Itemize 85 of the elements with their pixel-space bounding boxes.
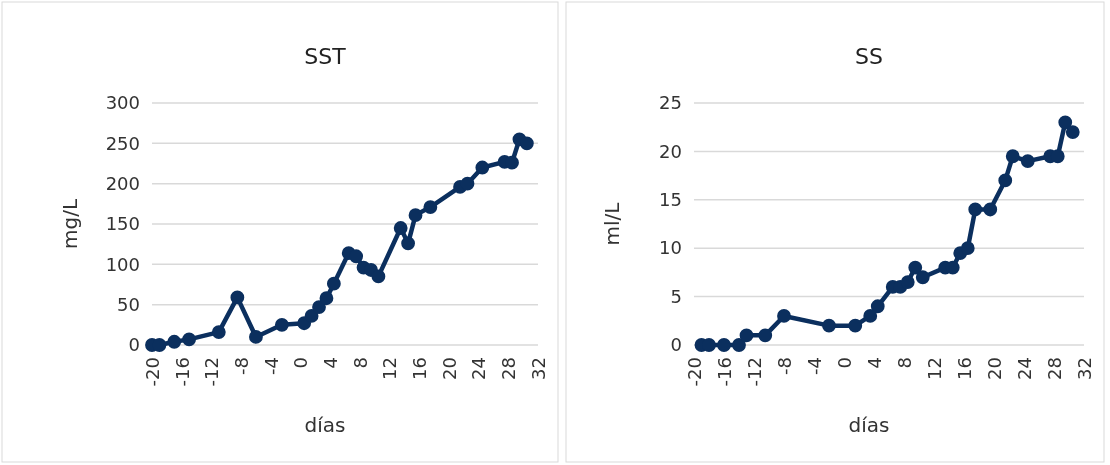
y-tick-label: 5 [670, 285, 682, 307]
x-axis-title: días [848, 413, 890, 437]
point [900, 275, 915, 289]
x-tick-label: 20 [983, 357, 1005, 380]
point [312, 300, 326, 314]
point [167, 334, 182, 349]
point [319, 291, 334, 306]
point [274, 317, 289, 332]
point [908, 260, 923, 275]
x-tick-label: -16 [713, 357, 735, 387]
y-axis-title: mg/L [58, 198, 82, 250]
point [758, 328, 773, 343]
point [739, 328, 754, 343]
point [211, 325, 226, 339]
x-tick-label: 0 [833, 357, 855, 369]
point [408, 208, 423, 223]
point [349, 249, 364, 264]
x-tick-label: 28 [498, 357, 520, 380]
x-tick-label: 4 [319, 357, 341, 369]
x-tick-label: 8 [349, 357, 371, 369]
point [960, 241, 975, 256]
point [1065, 125, 1080, 139]
point [326, 276, 341, 291]
point [505, 155, 519, 170]
y-axis-title: ml/L [600, 201, 624, 246]
y-tick-label: 10 [659, 237, 682, 259]
x-tick-label: 12 [379, 357, 401, 380]
point [870, 299, 885, 314]
y-tick-label: 15 [659, 189, 682, 211]
x-tick-label: 16 [409, 357, 431, 380]
y-tick-label: 250 [105, 132, 140, 154]
y-tick-label: 150 [105, 213, 140, 235]
y-tick-label: 50 [117, 293, 140, 315]
point [460, 176, 475, 191]
y-tick-label: 200 [105, 172, 140, 194]
x-tick-label: 12 [923, 357, 945, 380]
chart-title: SS [855, 44, 883, 69]
point [732, 338, 746, 352]
x-tick-label: -8 [773, 357, 795, 375]
x-tick-label: -12 [743, 357, 765, 387]
y-tick-label: 25 [659, 92, 682, 114]
x-tick-label: 4 [863, 357, 885, 369]
x-tick-label: -12 [201, 357, 223, 387]
point [519, 136, 534, 151]
x-tick-label: 32 [527, 357, 549, 380]
x-tick-label: 8 [893, 357, 915, 369]
x-tick-label: 24 [1013, 357, 1035, 380]
x-tick-label: -20 [683, 357, 705, 387]
x-tick-label: -20 [141, 357, 163, 387]
x-tick-label: -4 [803, 357, 825, 375]
point [777, 309, 791, 323]
point [983, 202, 998, 217]
point [1020, 154, 1035, 168]
y-tick-label: 100 [105, 253, 140, 275]
x-tick-label: -8 [230, 357, 252, 375]
point [393, 221, 408, 235]
point [475, 160, 490, 175]
y-tick-label: 300 [105, 92, 140, 114]
x-tick-label: 32 [1073, 357, 1095, 380]
point [401, 236, 416, 251]
point [915, 270, 930, 285]
point [968, 202, 983, 217]
point [371, 269, 386, 284]
y-tick-label: 20 [659, 140, 682, 162]
point [998, 173, 1013, 188]
point [1058, 115, 1073, 130]
x-tick-label: -4 [260, 357, 282, 375]
chart-title: SST [304, 44, 347, 69]
x-tick-label: -16 [171, 357, 193, 387]
point [249, 330, 263, 344]
point [848, 318, 863, 333]
x-tick-label: 16 [953, 357, 975, 380]
x-tick-label: 0 [290, 357, 312, 369]
point [423, 200, 438, 214]
point [304, 309, 319, 323]
x-tick-label: 20 [438, 357, 460, 380]
x-tick-label: 28 [1043, 357, 1065, 380]
x-axis-title: días [304, 413, 346, 437]
x-tick-label: 24 [468, 357, 490, 380]
point [863, 309, 878, 323]
point [822, 318, 836, 333]
point [230, 290, 245, 305]
point [717, 338, 731, 352]
point [1005, 149, 1020, 164]
point [182, 332, 197, 347]
